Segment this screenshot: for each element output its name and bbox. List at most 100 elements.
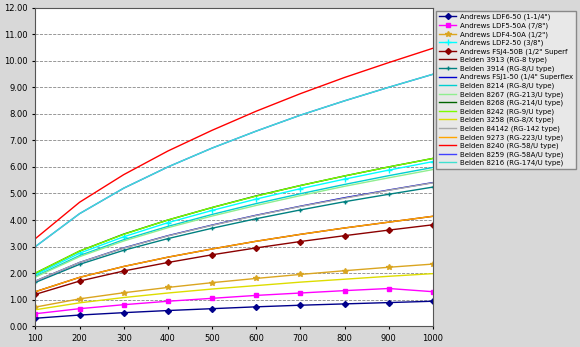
Andrews LDF4-50A (1/2")	[76, 297, 83, 301]
Line: Belden 8267 (RG-213/U type): Belden 8267 (RG-213/U type)	[35, 170, 433, 277]
Andrews LDF4-50A (1/2")	[429, 262, 436, 266]
Belden 8214 (RG-8/U type)	[253, 202, 260, 206]
Andrews LDF4-50A (1/2")	[120, 291, 127, 295]
Andrews LDF5-50A (7/8")	[32, 312, 39, 316]
Belden 8240 (RG-58/U type)	[209, 128, 216, 133]
Line: Andrews LDF5-50A (7/8"): Andrews LDF5-50A (7/8")	[33, 286, 435, 316]
Legend: Andrews LDF6-50 (1-1/4"), Andrews LDF5-50A (7/8"), Andrews LDF4-50A (1/2"), Andr: Andrews LDF6-50 (1-1/4"), Andrews LDF5-5…	[436, 11, 576, 169]
Belden 8267 (RG-213/U type)	[76, 255, 83, 259]
Belden 8259 (RG-58A/U type)	[253, 129, 260, 133]
Belden 8268 (RG-214/U type)	[297, 184, 304, 188]
Line: Belden 84142 (RG-142 type): Belden 84142 (RG-142 type)	[35, 183, 433, 281]
Line: Belden 3913 (RG-8 type): Belden 3913 (RG-8 type)	[35, 216, 433, 292]
Andrews LDF2-50 (3/8")	[385, 168, 392, 172]
Belden 8268 (RG-214/U type)	[76, 249, 83, 253]
Andrews LDF5-50A (7/8")	[429, 290, 436, 294]
Line: Andrews LDF6-50 (1-1/4"): Andrews LDF6-50 (1-1/4")	[33, 299, 435, 320]
Andrews LDF4-50A (1/2")	[297, 272, 304, 277]
Belden 8267 (RG-213/U type)	[32, 275, 39, 279]
Andrews FSJ4-50B (1/2" Superf	[164, 260, 171, 264]
Line: Belden 8268 (RG-214/U type): Belden 8268 (RG-214/U type)	[35, 159, 433, 273]
Andrews LDF6-50 (1-1/4")	[385, 301, 392, 305]
Belden 8242 (RG-9/U type)	[253, 194, 260, 198]
Belden 8267 (RG-213/U type)	[209, 214, 216, 218]
Belden 8268 (RG-214/U type)	[32, 271, 39, 275]
Belden 8214 (RG-8/U type)	[209, 212, 216, 217]
Belden 8240 (RG-58/U type)	[164, 149, 171, 153]
Andrews FSJ4-50B (1/2" Superf	[341, 234, 348, 238]
Belden 9273 (RG-223/U type)	[297, 232, 304, 236]
Andrews LDF2-50 (3/8")	[32, 273, 39, 277]
Belden 3258 (RG-8/X type)	[164, 291, 171, 295]
Andrews LDF4-50A (1/2")	[341, 269, 348, 273]
Belden 8214 (RG-8/U type)	[32, 274, 39, 278]
Andrews FSJ4-50B (1/2" Superf	[76, 279, 83, 283]
Belden 84142 (RG-142 type)	[297, 204, 304, 209]
Belden 8242 (RG-9/U type)	[297, 184, 304, 188]
Belden 8214 (RG-8/U type)	[76, 254, 83, 258]
Belden 3914 (RG-8/U type)	[120, 248, 127, 252]
Line: Belden 8259 (RG-58A/U type): Belden 8259 (RG-58A/U type)	[35, 74, 433, 247]
Belden 8216 (RG-174/U type)	[209, 146, 216, 150]
Belden 8216 (RG-174/U type)	[429, 72, 436, 76]
Andrews FSJ1-50 (1/4" Superflex	[297, 204, 304, 208]
Andrews LDF5-50A (7/8")	[341, 289, 348, 293]
Andrews LDF4-50A (1/2")	[385, 265, 392, 269]
Andrews FSJ1-50 (1/4" Superflex	[341, 196, 348, 200]
Belden 8240 (RG-58/U type)	[429, 46, 436, 50]
Andrews FSJ1-50 (1/4" Superflex	[253, 213, 260, 217]
Andrews LDF6-50 (1-1/4")	[341, 302, 348, 306]
Belden 8267 (RG-213/U type)	[120, 239, 127, 243]
Andrews LDF2-50 (3/8")	[209, 209, 216, 213]
Belden 8268 (RG-214/U type)	[164, 218, 171, 222]
Line: Belden 8242 (RG-9/U type): Belden 8242 (RG-9/U type)	[35, 159, 433, 273]
Andrews LDF6-50 (1-1/4")	[297, 303, 304, 307]
Line: Andrews FSJ1-50 (1/4" Superflex: Andrews FSJ1-50 (1/4" Superflex	[35, 183, 433, 281]
Belden 9273 (RG-223/U type)	[209, 247, 216, 251]
Belden 8242 (RG-9/U type)	[32, 271, 39, 275]
Belden 3258 (RG-8/X type)	[253, 283, 260, 288]
Belden 9273 (RG-223/U type)	[120, 264, 127, 269]
Andrews LDF6-50 (1-1/4")	[429, 299, 436, 303]
Belden 9273 (RG-223/U type)	[341, 226, 348, 230]
Belden 8267 (RG-213/U type)	[297, 194, 304, 198]
Belden 9273 (RG-223/U type)	[385, 220, 392, 224]
Belden 8240 (RG-58/U type)	[385, 60, 392, 65]
Belden 8259 (RG-58A/U type)	[429, 72, 436, 76]
Andrews LDF2-50 (3/8")	[429, 160, 436, 164]
Belden 3258 (RG-8/X type)	[385, 274, 392, 278]
Belden 8259 (RG-58A/U type)	[120, 186, 127, 190]
Line: Andrews LDF2-50 (3/8"): Andrews LDF2-50 (3/8")	[32, 159, 436, 278]
Andrews FSJ4-50B (1/2" Superf	[253, 246, 260, 250]
Belden 8240 (RG-58/U type)	[120, 172, 127, 177]
Andrews LDF2-50 (3/8")	[120, 235, 127, 239]
Belden 84142 (RG-142 type)	[32, 279, 39, 283]
Andrews LDF6-50 (1-1/4")	[120, 311, 127, 315]
Belden 9273 (RG-223/U type)	[32, 290, 39, 294]
Belden 8268 (RG-214/U type)	[385, 165, 392, 169]
Belden 3914 (RG-8/U type)	[341, 200, 348, 204]
Belden 8242 (RG-9/U type)	[429, 156, 436, 161]
Andrews FSJ1-50 (1/4" Superflex	[429, 180, 436, 185]
Line: Belden 8240 (RG-58/U type): Belden 8240 (RG-58/U type)	[35, 48, 433, 239]
Belden 3913 (RG-8 type)	[164, 255, 171, 259]
Andrews LDF6-50 (1-1/4")	[253, 305, 260, 309]
Belden 3913 (RG-8 type)	[429, 214, 436, 218]
Belden 84142 (RG-142 type)	[164, 234, 171, 238]
Belden 3913 (RG-8 type)	[297, 232, 304, 236]
Belden 3914 (RG-8/U type)	[32, 280, 39, 285]
Line: Belden 9273 (RG-223/U type): Belden 9273 (RG-223/U type)	[35, 216, 433, 292]
Belden 8216 (RG-174/U type)	[120, 186, 127, 190]
Belden 8216 (RG-174/U type)	[32, 245, 39, 249]
Belden 3913 (RG-8 type)	[120, 264, 127, 269]
Belden 84142 (RG-142 type)	[385, 188, 392, 192]
Belden 8242 (RG-9/U type)	[209, 205, 216, 210]
Belden 8259 (RG-58A/U type)	[385, 85, 392, 90]
Belden 8268 (RG-214/U type)	[120, 232, 127, 236]
Belden 84142 (RG-142 type)	[253, 213, 260, 218]
Belden 8214 (RG-8/U type)	[385, 174, 392, 178]
Belden 8216 (RG-174/U type)	[164, 165, 171, 169]
Andrews LDF4-50A (1/2")	[253, 276, 260, 280]
Andrews LDF6-50 (1-1/4")	[76, 313, 83, 317]
Andrews LDF2-50 (3/8")	[297, 187, 304, 191]
